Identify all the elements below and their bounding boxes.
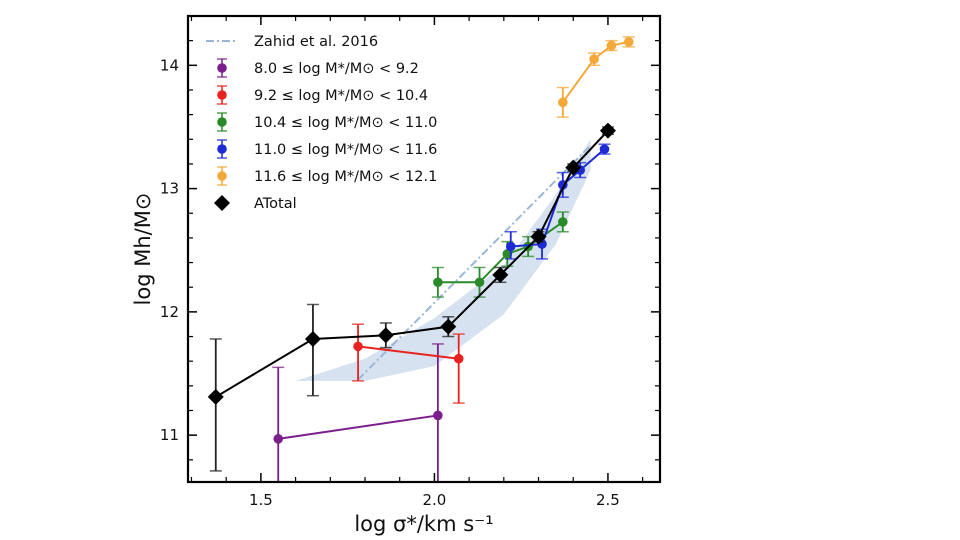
legend-circle-marker — [217, 171, 227, 181]
series-line-11.6-log-m-m-12.1 — [562, 40, 629, 103]
data-point-11.0-log-m-m-11.6-4 — [599, 144, 610, 154]
x-tick-label: 2.5 — [596, 491, 620, 509]
series-11.6-log-m-m-12.1 — [556, 36, 635, 118]
data-point-9.2-log-m-m-10.4-1 — [453, 353, 464, 364]
legend-diamond-marker — [214, 195, 230, 211]
data-point-atotal-2 — [377, 327, 394, 344]
data-point-atotal-3 — [440, 318, 457, 335]
legend-label: Zahid et al. 2016 — [254, 34, 378, 50]
data-point-8.0-log-m-m-9.2-1 — [433, 410, 443, 421]
legend-circle-marker — [217, 63, 227, 73]
legend-entry-10.4-log-m-m-11.0: 10.4 ≤ log M*/M⊙ < 11.0 — [217, 112, 437, 132]
data-point-11.0-log-m-m-11.6-0 — [505, 241, 516, 252]
y-axis-label: log Mh/M⊙ — [131, 193, 155, 306]
series-8.0-log-m-m-9.2 — [272, 343, 444, 482]
data-point-10.4-log-m-m-11.0-2 — [502, 249, 513, 259]
data-point-atotal-0 — [207, 388, 224, 405]
x-tick-label: 2.0 — [422, 491, 446, 509]
legend-label: 11.0 ≤ log M*/M⊙ < 11.6 — [254, 142, 437, 158]
data-point-11.6-log-m-m-12.1-2 — [606, 40, 617, 51]
legend-circle-marker — [217, 144, 227, 154]
reference-band — [295, 139, 591, 381]
series-layer — [207, 36, 635, 482]
x-tick-label: 1.5 — [249, 491, 273, 509]
legend-label: ATotal — [254, 196, 297, 212]
series-line-atotal — [215, 129, 609, 398]
data-point-atotal-7 — [599, 122, 616, 139]
series-line-9.2-log-m-m-10.4 — [357, 345, 459, 360]
legend-label: 11.6 ≤ log M*/M⊙ < 12.1 — [254, 169, 437, 185]
legend-label: 9.2 ≤ log M*/M⊙ < 10.4 — [254, 88, 428, 104]
legend-entry-atotal: ATotal — [214, 195, 297, 212]
legend-entry-reference: Zahid et al. 2016 — [206, 34, 378, 50]
legend-entry-11.6-log-m-m-12.1: 11.6 ≤ log M*/M⊙ < 12.1 — [217, 166, 437, 186]
y-tick-label: 13 — [160, 180, 179, 198]
reference-band-layer — [295, 139, 591, 381]
data-point-8.0-log-m-m-9.2-0 — [273, 434, 284, 444]
legend-circle-marker — [217, 117, 227, 127]
data-point-10.4-log-m-m-11.0-0 — [433, 277, 443, 288]
tick-layer: 1.5 2.0 2.5 11 12 13 14 — [160, 15, 660, 509]
x-axis-label: log σ*/km s⁻¹ — [354, 512, 493, 536]
y-tick-label: 12 — [160, 303, 179, 321]
data-point-atotal-1 — [304, 330, 321, 347]
legend-label: 10.4 ≤ log M*/M⊙ < 11.0 — [254, 115, 437, 131]
legend: Zahid et al. 2016 8.0 ≤ log M*/M⊙ < 9.2 9.… — [206, 34, 437, 212]
reference-line-layer — [357, 144, 592, 381]
y-tick-label: 11 — [160, 426, 179, 444]
data-point-11.6-log-m-m-12.1-3 — [623, 37, 634, 47]
data-point-atotal-6 — [565, 159, 582, 176]
legend-label: 8.0 ≤ log M*/M⊙ < 9.2 — [254, 61, 419, 77]
legend-entry-9.2-log-m-m-10.4: 9.2 ≤ log M*/M⊙ < 10.4 — [217, 85, 428, 105]
legend-entry-8.0-log-m-m-9.2: 8.0 ≤ log M*/M⊙ < 9.2 — [217, 58, 419, 78]
data-point-10.4-log-m-m-11.0-1 — [474, 277, 485, 288]
y-tick-label: 14 — [160, 56, 179, 74]
data-point-11.6-log-m-m-12.1-0 — [558, 97, 568, 108]
legend-entry-11.0-log-m-m-11.6: 11.0 ≤ log M*/M⊙ < 11.6 — [217, 139, 437, 159]
plot-frame — [186, 14, 662, 484]
data-point-11.6-log-m-m-12.1-1 — [589, 54, 599, 64]
data-point-9.2-log-m-m-10.4-0 — [353, 341, 363, 352]
data-point-atotal-4 — [492, 266, 509, 283]
series-atotal — [207, 122, 616, 472]
reference-line — [357, 144, 592, 381]
series-9.2-log-m-m-10.4 — [352, 323, 465, 404]
data-point-10.4-log-m-m-11.0-4 — [558, 217, 568, 227]
legend-circle-marker — [217, 90, 227, 100]
series-line-8.0-log-m-m-9.2 — [278, 414, 439, 440]
data-point-atotal-5 — [530, 228, 547, 245]
